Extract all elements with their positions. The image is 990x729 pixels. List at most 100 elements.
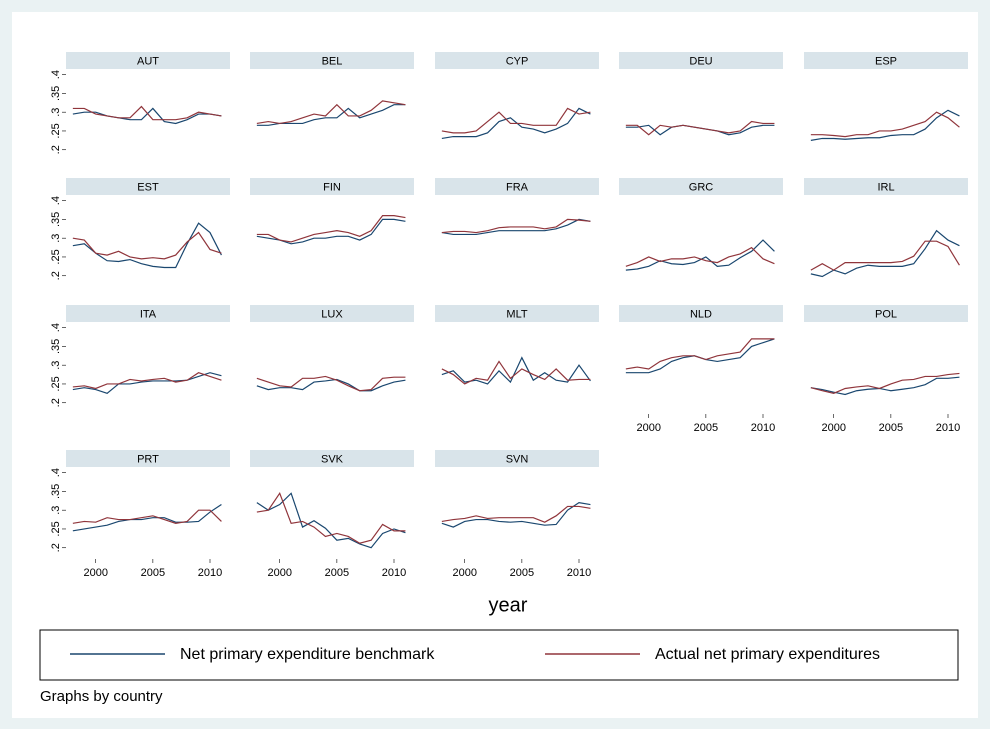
legend-label: Actual net primary expenditures — [655, 646, 880, 663]
y-tick-label: .35 — [50, 484, 62, 499]
panel-header — [804, 178, 968, 195]
series-line — [810, 240, 960, 271]
series-line — [810, 229, 960, 278]
panel-header — [66, 52, 230, 69]
panel-title: SVN — [506, 453, 529, 465]
x-tick-label: 2005 — [141, 567, 165, 579]
series-line — [256, 215, 406, 243]
panel-header — [435, 450, 599, 467]
panel-header — [250, 305, 414, 322]
y-tick-label: .4 — [50, 70, 62, 79]
panel-header — [435, 305, 599, 322]
panel-header — [66, 305, 230, 322]
series-line — [72, 105, 222, 121]
x-tick-label: 2010 — [198, 567, 222, 579]
y-tick-label: .3 — [50, 108, 62, 117]
x-tick-label: 2000 — [267, 567, 291, 579]
legend-label: Net primary expenditure benchmark — [180, 646, 435, 663]
plot-region — [12, 12, 978, 718]
series-line — [72, 372, 222, 395]
note: Graphs by country — [40, 688, 163, 705]
y-tick-label: .3 — [50, 234, 62, 243]
panel-title: BEL — [322, 55, 343, 67]
panel-header — [804, 52, 968, 69]
series-line — [441, 505, 591, 523]
panel-header — [250, 450, 414, 467]
panel-title: FIN — [323, 181, 341, 193]
series-line — [441, 218, 591, 234]
x-tick-label: 2000 — [636, 422, 660, 434]
y-tick-label: .35 — [50, 86, 62, 101]
series-line — [256, 378, 406, 392]
series-line — [441, 107, 591, 134]
panel-title: ESP — [875, 55, 897, 67]
series-line — [72, 509, 222, 524]
series-line — [256, 492, 406, 549]
panel-title: ITA — [140, 308, 157, 320]
series-line — [256, 375, 406, 392]
panel-header — [619, 305, 783, 322]
x-tick-label: 2000 — [821, 422, 845, 434]
series-line — [810, 109, 960, 141]
series-line — [441, 502, 591, 528]
series-line — [72, 504, 222, 532]
series-line — [72, 222, 222, 269]
panel-header — [66, 450, 230, 467]
series-line — [256, 491, 406, 544]
series-line — [441, 360, 591, 385]
series-line — [441, 107, 591, 140]
y-tick-label: .2 — [50, 145, 62, 154]
legend-box — [39, 629, 959, 681]
y-tick-label: .2 — [50, 271, 62, 280]
panel-title: IRL — [877, 181, 894, 193]
x-tick-label: 2005 — [879, 422, 903, 434]
panel-header — [619, 52, 783, 69]
series-line — [72, 107, 222, 125]
panel-header — [804, 305, 968, 322]
x-tick-label: 2010 — [567, 567, 591, 579]
y-tick-label: .25 — [50, 376, 62, 391]
series-line — [441, 218, 591, 236]
x-tick-label: 2000 — [452, 567, 476, 579]
y-tick-label: .25 — [50, 521, 62, 536]
y-tick-label: .4 — [50, 323, 62, 332]
panel-title: GRC — [689, 181, 714, 193]
y-tick-label: .35 — [50, 339, 62, 354]
panel-title: DEU — [689, 55, 712, 67]
series-line — [625, 239, 775, 271]
panel-header — [435, 52, 599, 69]
series-line — [72, 231, 222, 260]
series-line — [625, 120, 775, 136]
panel-header — [250, 52, 414, 69]
y-tick-label: .25 — [50, 249, 62, 264]
x-tick-label: 2010 — [751, 422, 775, 434]
y-tick-label: .3 — [50, 506, 62, 515]
series-line — [72, 372, 222, 390]
y-tick-label: .35 — [50, 212, 62, 227]
x-tick-label: 2000 — [83, 567, 107, 579]
x-tick-label: 2005 — [694, 422, 718, 434]
x-axis-title: year — [489, 594, 528, 616]
x-tick-label: 2010 — [936, 422, 960, 434]
series-line — [625, 246, 775, 267]
panel-title: NLD — [690, 308, 712, 320]
y-tick-label: .25 — [50, 123, 62, 138]
panel-title: PRT — [137, 453, 159, 465]
panel-title: MLT — [506, 308, 527, 320]
series-line — [810, 372, 960, 394]
x-tick-label: 2005 — [325, 567, 349, 579]
y-tick-label: .4 — [50, 468, 62, 477]
x-tick-label: 2005 — [510, 567, 534, 579]
series-line — [810, 111, 960, 138]
y-tick-label: .2 — [50, 398, 62, 407]
panel-title: EST — [137, 181, 159, 193]
panel-title: CYP — [506, 55, 529, 67]
panel-title: FRA — [506, 181, 529, 193]
panel-title: POL — [875, 308, 897, 320]
series-line — [625, 338, 775, 370]
x-tick-label: 2010 — [382, 567, 406, 579]
series-line — [256, 100, 406, 125]
y-tick-label: .4 — [50, 196, 62, 205]
panel-header — [250, 178, 414, 195]
